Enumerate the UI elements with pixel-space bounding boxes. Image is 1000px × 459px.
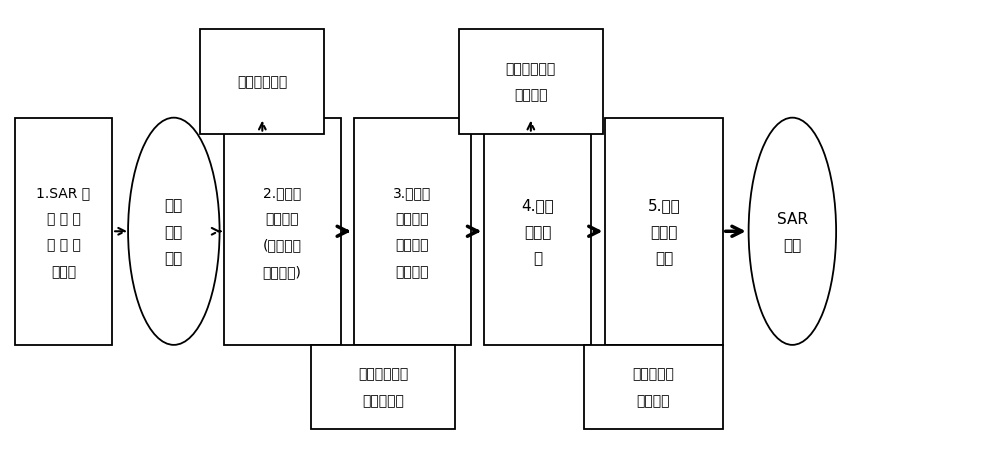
Text: 脉压矩阵: 脉压矩阵 bbox=[636, 393, 670, 407]
Bar bbox=[15, 118, 112, 345]
Text: 1.SAR 天: 1.SAR 天 bbox=[36, 185, 91, 199]
Bar bbox=[459, 30, 603, 134]
Text: 脉压信号: 脉压信号 bbox=[396, 264, 429, 278]
Text: 构建距离向脉: 构建距离向脉 bbox=[359, 367, 409, 381]
Text: 5.方位: 5.方位 bbox=[648, 198, 680, 213]
Text: 构建距离徙动: 构建距离徙动 bbox=[506, 62, 556, 76]
Bar bbox=[605, 118, 723, 345]
Text: (压缩感知: (压缩感知 bbox=[263, 238, 302, 252]
Text: 数据获取): 数据获取) bbox=[263, 264, 302, 278]
Text: 校正矩阵: 校正矩阵 bbox=[514, 88, 548, 102]
Text: 构建测量矩阵: 构建测量矩阵 bbox=[237, 75, 287, 89]
Text: 向脉冲: 向脉冲 bbox=[650, 224, 678, 239]
Bar bbox=[484, 118, 591, 345]
Text: 2.对回波: 2.对回波 bbox=[263, 185, 301, 199]
Text: 4.距离: 4.距离 bbox=[521, 198, 554, 213]
Text: 压重构矩阵: 压重构矩阵 bbox=[363, 393, 405, 407]
Text: 进行测量: 进行测量 bbox=[265, 212, 299, 226]
Text: 场景: 场景 bbox=[165, 251, 183, 266]
Text: 稀疏: 稀疏 bbox=[165, 198, 183, 213]
Text: 线 发 射: 线 发 射 bbox=[47, 212, 80, 226]
Bar bbox=[200, 30, 324, 134]
Text: 构距离向: 构距离向 bbox=[396, 238, 429, 252]
Text: 徙动校: 徙动校 bbox=[524, 224, 551, 239]
Text: 目标: 目标 bbox=[165, 224, 183, 239]
Text: 构建方位向: 构建方位向 bbox=[632, 367, 674, 381]
Ellipse shape bbox=[749, 118, 836, 345]
Text: 图像: 图像 bbox=[783, 237, 801, 252]
Bar bbox=[354, 118, 471, 345]
Text: 频信号: 频信号 bbox=[51, 264, 76, 278]
Text: SAR: SAR bbox=[777, 211, 808, 226]
Bar bbox=[224, 118, 341, 345]
Text: 压缩: 压缩 bbox=[655, 251, 673, 266]
Text: 知方法重: 知方法重 bbox=[396, 212, 429, 226]
Ellipse shape bbox=[128, 118, 220, 345]
Text: 3.压缩感: 3.压缩感 bbox=[393, 185, 432, 199]
Bar bbox=[311, 345, 455, 429]
Text: 线 性 调: 线 性 调 bbox=[47, 238, 80, 252]
Bar bbox=[584, 345, 723, 429]
Text: 正: 正 bbox=[533, 251, 542, 266]
